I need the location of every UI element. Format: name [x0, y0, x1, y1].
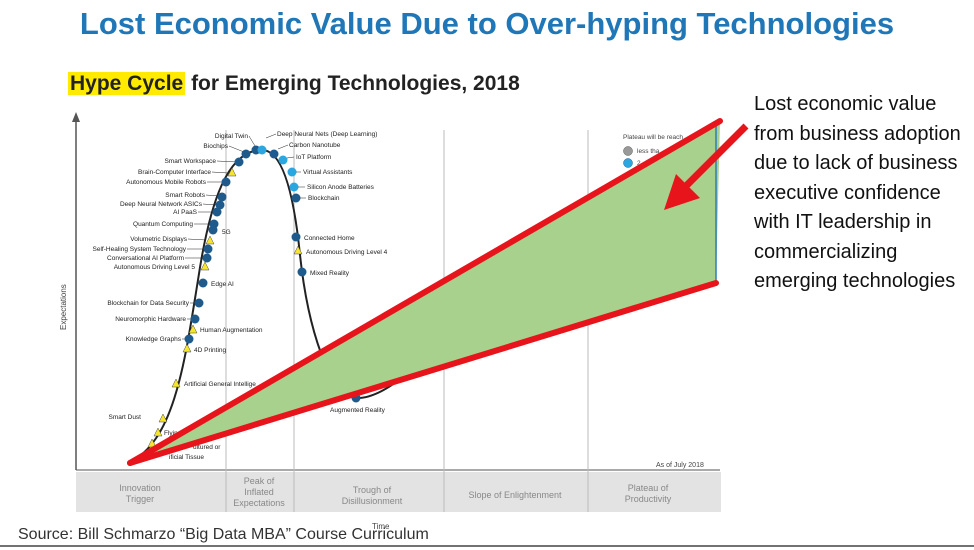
tech-marker-agi — [171, 378, 181, 388]
tech-label-cultured-line2: ificial Tissue — [169, 454, 204, 461]
tech-marker-5g — [208, 225, 218, 235]
tech-marker-self-healing — [203, 244, 213, 254]
legend-marker-light — [623, 158, 633, 168]
tech-label-deep-neural-nets: Deep Neural Nets (Deep Learning) — [277, 131, 377, 138]
tech-marker-blockchain — [291, 193, 301, 203]
legend-title: Plateau will be reach — [623, 134, 683, 141]
tech-marker-human-augmentation — [188, 324, 198, 334]
legend-item-2: 2 — [637, 160, 641, 167]
phase-plateau-line2: Productivity — [625, 494, 672, 504]
tech-label-carbon-nanotube: Carbon Nanotube — [289, 142, 341, 149]
legend-marker-grey — [623, 146, 633, 156]
tech-label-iot-platform: IoT Platform — [296, 154, 331, 161]
tech-label-biochips: Biochips — [203, 143, 228, 150]
tech-label-brain-computer: Brain-Computer Interface — [138, 169, 211, 176]
tech-marker-volumetric-displays — [205, 235, 215, 245]
phase-peak-line2: Inflated — [244, 487, 274, 497]
tech-label-volumetric-displays: Volumetric Displays — [130, 236, 187, 243]
tech-marker-autonomous-driving-4 — [293, 245, 303, 255]
y-axis-label: Expectations — [59, 284, 68, 330]
tech-marker-brain-computer — [227, 167, 237, 177]
as-of-date: As of July 2018 — [656, 462, 704, 469]
tech-label-blockchain-data-security: Blockchain for Data Security — [107, 300, 189, 307]
callout-arrow-head — [664, 174, 700, 210]
tech-label-autonomous-driving-4: Autonomous Driving Level 4 — [306, 249, 388, 256]
tech-label-ai-paas: AI PaaS — [173, 209, 198, 216]
tech-label-flying: Flyin — [164, 430, 178, 437]
tech-marker-silicon-anode — [289, 182, 299, 192]
tech-label-augmented-reality: Augmented Reality — [330, 407, 386, 414]
wedge-upper-line — [127, 118, 723, 466]
tech-label-smart-robots: Smart Robots — [165, 192, 205, 199]
tech-marker-flying — [153, 427, 163, 437]
callout-text: Lost economic value from business adopti… — [754, 93, 961, 292]
tech-label-neuromorphic: Neuromorphic Hardware — [115, 316, 186, 323]
tech-label-human-augmentation: Human Augmentation — [200, 327, 263, 334]
phase-innovation-trigger-line1: Innovation — [119, 483, 161, 493]
tech-marker-blockchain-data-security — [194, 298, 204, 308]
phase-peak-line1: Peak of — [244, 476, 275, 486]
tech-marker-knowledge-graphs — [184, 334, 194, 344]
tech-marker-autonomous-driving-5 — [200, 261, 210, 271]
tech-label-smart-dust: Smart Dust — [108, 414, 141, 421]
tech-marker-ai-paas — [212, 207, 222, 217]
tech-marker-dnn-asics — [215, 200, 225, 210]
tech-label-smart-workspace: Smart Workspace — [164, 158, 216, 165]
tech-label-cultured-line1: ultured or — [193, 444, 221, 451]
phase-trough-line1: Trough of — [353, 485, 392, 495]
phase-plateau-line1: Plateau of — [628, 483, 669, 493]
tech-marker-conversational-ai — [202, 253, 212, 263]
tech-marker-smart-robots — [217, 192, 227, 202]
slide-title: Lost Economic Value Due to Over-hyping T… — [79, 6, 895, 41]
tech-marker-smart-dust — [158, 413, 168, 423]
tech-marker-edge-ai — [198, 278, 208, 288]
tech-marker-iot-platform — [278, 155, 288, 165]
tech-marker-connected-home — [291, 232, 301, 242]
tech-label-virtual-assistants: Virtual Assistants — [303, 169, 353, 176]
tech-marker-4d-printing — [182, 343, 192, 353]
subtitle-rest: for Emerging Technologies, 2018 — [185, 72, 520, 95]
tech-marker-deep-neural-nets — [257, 145, 267, 155]
y-axis-arrow — [72, 112, 80, 122]
phase-slope: Slope of Enlightenment — [468, 490, 562, 500]
tech-label-knowledge-graphs: Knowledge Graphs — [126, 336, 182, 343]
tech-marker-carbon-nanotube — [269, 149, 279, 159]
tech-label-autonomous-mobile-robots: Autonomous Mobile Robots — [126, 179, 207, 186]
tech-label-self-healing: Self-Healing System Technology — [93, 246, 187, 253]
tech-label-mixed-reality: Mixed Reality — [310, 270, 350, 277]
subtitle-highlight: Hype Cycle — [68, 72, 186, 95]
tech-label-blockchain: Blockchain — [308, 195, 340, 202]
wedge-lower-line — [127, 280, 719, 466]
tech-marker-virtual-assistants — [287, 167, 297, 177]
callout-arrow-shaft — [681, 123, 749, 191]
tech-label-5g: 5G — [222, 229, 231, 236]
tech-marker-neuromorphic — [190, 314, 200, 324]
tech-label-dnn-asics: Deep Neural Network ASICs — [120, 201, 203, 208]
tech-label-agi: Artificial General Intellige — [184, 381, 256, 388]
source-citation: Source: Bill Schmarzo “Big Data MBA” Cou… — [18, 526, 429, 543]
tech-label-autonomous-driving-5: Autonomous Driving Level 5 — [114, 264, 196, 271]
tech-label-conversational-ai: Conversational AI Platform — [107, 255, 184, 262]
tech-marker-smart-workspace — [234, 157, 244, 167]
tech-marker-autonomous-mobile-robots — [221, 177, 231, 187]
tech-marker-mixed-reality — [297, 267, 307, 277]
x-axis-label: Time — [372, 522, 390, 531]
tech-label-edge-ai: Edge AI — [211, 281, 234, 288]
legend-item-1: less tha — [637, 148, 660, 155]
phase-innovation-trigger-line2: Trigger — [126, 494, 154, 504]
tech-label-connected-home: Connected Home — [304, 235, 355, 242]
phase-band — [76, 472, 721, 512]
chart-subtitle: Hype Cycle for Emerging Technologies, 20… — [68, 72, 520, 96]
tech-label-4d-printing: 4D Printing — [194, 347, 227, 354]
tech-label-silicon-anode: Silicon Anode Batteries — [307, 184, 375, 191]
tech-marker-biochips — [241, 149, 251, 159]
phase-peak-line3: Expectations — [233, 498, 285, 508]
tech-label-quantum-computing: Quantum Computing — [133, 221, 193, 228]
tech-label-digital-twin: Digital Twin — [215, 133, 249, 140]
phase-trough-line2: Disillusionment — [342, 496, 403, 506]
